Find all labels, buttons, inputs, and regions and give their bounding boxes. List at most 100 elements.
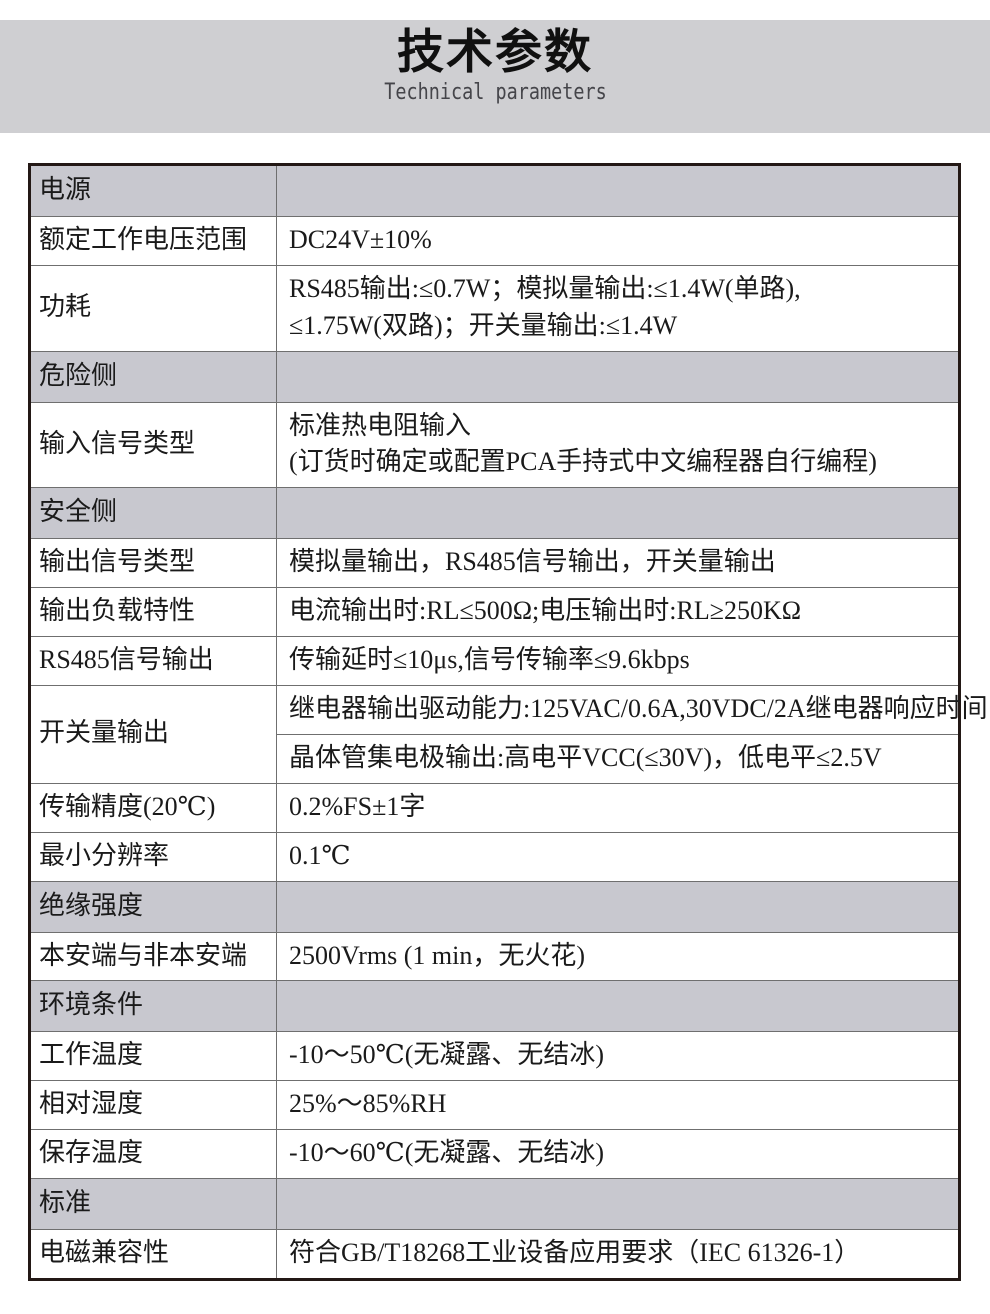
spec-value: 电流输出时:RL≤500Ω;电压输出时:RL≥250KΩ (277, 588, 958, 636)
section-header-spacer-cell (276, 980, 960, 1033)
specification-table-container: 电源 额定工作电压范围 DC24V±10% 功耗 RS485输出:≤0.7W；模拟量输… (28, 163, 990, 1281)
spec-label-line: 开关量输出 (39, 718, 170, 748)
table-row: 工作温度 -10～50℃(无凝露、无结冰) (29, 1031, 960, 1082)
spec-value-cell: 0.1℃ (276, 831, 960, 882)
section-header-label-cell: 安全侧 (29, 487, 277, 540)
spec-value-block-line: 高电平VCC(≤30V)，低电平≤2.5V (504, 742, 882, 772)
spec-value-line: 模拟量输出，RS485信号输出，开关量输出 (289, 547, 776, 577)
spec-value-cell: 传输延时≤10μs,信号传输率≤9.6kbps (276, 636, 960, 686)
spec-label: 开关量输出 (31, 710, 276, 758)
spec-value-block-line: 继电器响应时间：＜5ms (805, 693, 990, 723)
spec-value-cell: 模拟量输出，RS485信号输出，开关量输出 (276, 538, 960, 589)
table-row: 输入信号类型 标准热电阻输入 (订货时确定或配置PCA手持式中文编程器自行编程) (29, 401, 960, 489)
page-title: 技术参数 (397, 25, 593, 80)
spec-value-cell: 继电器输出驱动能力:125VAC/0.6A,30VDC/2A继电器响应时间：＜5… (276, 684, 990, 784)
section-header-label-line: 环境条件 (39, 990, 144, 1020)
spec-label-line: RS485信号输出 (39, 645, 214, 675)
spec-label-cell: 输出信号类型 (29, 538, 277, 589)
spec-label-line: 相对湿度 (39, 1089, 144, 1119)
spec-value-cell: -10～50℃(无凝露、无结冰) (276, 1031, 960, 1082)
spec-value-line: 0.2%FS±1字 (289, 791, 426, 821)
title-banner: 技术参数 Technical parameters (0, 20, 990, 133)
spec-value-line: DC24V±10% (289, 224, 432, 254)
table-row: 开关量输出 继电器输出驱动能力:125VAC/0.6A,30VDC/2A继电器响应… (29, 684, 990, 784)
table-row: 输出负载特性 电流输出时:RL≤500Ω;电压输出时:RL≥250KΩ (29, 587, 960, 638)
spec-value: 模拟量输出，RS485信号输出，开关量输出 (277, 539, 958, 587)
section-header-row: 危险侧 (29, 350, 960, 403)
table-row: 相对湿度 25%～85%RH (29, 1080, 960, 1131)
spec-label: 本安端与非本安端 (31, 933, 276, 981)
section-header-row: 环境条件 (29, 980, 960, 1033)
spec-label: 输出信号类型 (31, 539, 276, 587)
section-header-spacer-cell (276, 350, 960, 403)
spec-value-cell: 2500Vrms (1 min，无火花) (276, 931, 960, 982)
section-header-label-cell: 绝缘强度 (29, 880, 277, 933)
spec-label: 传输精度(20℃) (31, 784, 276, 832)
spec-label-cell: 输出负载特性 (29, 587, 277, 638)
spec-value-line: 25%～85%RH (289, 1089, 447, 1119)
spec-label: 保存温度 (31, 1130, 276, 1178)
spec-value-cell: DC24V±10% (276, 215, 960, 266)
spec-value-cell: 0.2%FS±1字 (276, 782, 960, 833)
spec-value-line: 电流输出时:RL≤500Ω;电压输出时:RL≥250KΩ (289, 596, 802, 626)
spec-value-cell: 符合GB/T18268工业设备应用要求（IEC 61326-1） (276, 1228, 960, 1280)
spec-label: 最小分辨率 (31, 833, 276, 881)
spec-value-line: 符合GB/T18268工业设备应用要求（IEC 61326-1） (289, 1237, 861, 1267)
spec-value-line: -10～50℃(无凝露、无结冰) (289, 1040, 605, 1070)
spec-label-cell: 开关量输出 (29, 684, 277, 784)
section-header-label-line: 危险侧 (39, 360, 118, 390)
section-header-spacer-cell (276, 487, 960, 540)
spec-label-line: 本安端与非本安端 (39, 940, 248, 970)
section-header-row: 安全侧 (29, 487, 960, 540)
spec-value: 标准热电阻输入 (订货时确定或配置PCA手持式中文编程器自行编程) (277, 403, 958, 488)
section-header-label-line: 电源 (39, 175, 92, 204)
spec-label: RS485信号输出 (31, 637, 276, 685)
spec-label-cell: 最小分辨率 (29, 831, 277, 882)
table-row: RS485信号输出 传输延时≤10μs,信号传输率≤9.6kbps (29, 636, 960, 686)
section-header-label-cell: 电源 (29, 164, 277, 217)
spec-value-block-line: 继电器输出驱动能力:125VAC/0.6A,30VDC/2A (289, 693, 806, 723)
spec-label-line: 输出信号类型 (39, 547, 196, 577)
spec-label-cell: 工作温度 (29, 1031, 277, 1082)
spec-label-cell: 电磁兼容性 (29, 1228, 277, 1280)
spec-value: 2500Vrms (1 min，无火花) (277, 933, 958, 981)
spec-value: 25%～85%RH (277, 1081, 958, 1129)
section-header-row: 绝缘强度 (29, 880, 960, 933)
spec-label-cell: 额定工作电压范围 (29, 215, 277, 266)
section-header-label-cell: 危险侧 (29, 350, 277, 403)
spec-value-cell: -10～60℃(无凝露、无结冰) (276, 1129, 960, 1180)
spec-value: -10～50℃(无凝露、无结冰) (277, 1032, 958, 1080)
spec-value-line: -10～60℃(无凝露、无结冰) (289, 1138, 605, 1168)
table-row: 本安端与非本安端 2500Vrms (1 min，无火花) (29, 931, 960, 982)
spec-label-line: 传输精度(20℃) (39, 791, 216, 821)
table-row: 电磁兼容性 符合GB/T18268工业设备应用要求（IEC 61326-1） (29, 1228, 960, 1280)
table-row: 传输精度(20℃) 0.2%FS±1字 (29, 782, 960, 833)
spec-value: RS485输出:≤0.7W；模拟量输出:≤1.4W(单路), ≤1.75W(双路)… (277, 266, 958, 351)
section-header-row: 电源 (29, 164, 960, 217)
spec-value-line: 2500Vrms (1 min，无火花) (289, 940, 585, 970)
section-header-row: 标准 (29, 1178, 960, 1230)
spec-value-line: ≤1.75W(双路)；开关量输出:≤1.4W (289, 310, 678, 340)
spec-label: 额定工作电压范围 (31, 217, 276, 265)
specification-table-body: 电源 额定工作电压范围 DC24V±10% 功耗 RS485输出:≤0.7W；模拟量输… (29, 164, 990, 1280)
spec-label-line: 功耗 (39, 292, 92, 322)
table-row: 保存温度 -10～60℃(无凝露、无结冰) (29, 1129, 960, 1180)
specification-table: 电源 额定工作电压范围 DC24V±10% 功耗 RS485输出:≤0.7W；模拟量输… (28, 163, 990, 1281)
section-header-label-line: 安全侧 (39, 497, 118, 527)
spec-label-line: 输出负载特性 (39, 596, 196, 626)
spec-value-block: 继电器输出驱动能力:125VAC/0.6A,30VDC/2A继电器响应时间：＜5… (277, 686, 990, 735)
table-row: 最小分辨率 0.1℃ (29, 831, 960, 882)
spec-value-block-line: 晶体管集电极输出: (289, 742, 505, 772)
spec-value: 传输延时≤10μs,信号传输率≤9.6kbps (277, 637, 958, 685)
spec-label-cell: 本安端与非本安端 (29, 931, 277, 982)
spec-label: 相对湿度 (31, 1081, 276, 1129)
section-header-label: 电源 (31, 166, 276, 216)
spec-value-cell: 电流输出时:RL≤500Ω;电压输出时:RL≥250KΩ (276, 587, 960, 638)
spec-label: 功耗 (31, 284, 276, 332)
spec-label: 输出负载特性 (31, 588, 276, 636)
spec-value-line: (订货时确定或配置PCA手持式中文编程器自行编程) (289, 447, 877, 477)
spec-label-cell: 保存温度 (29, 1129, 277, 1180)
spec-value-cell: 25%～85%RH (276, 1080, 960, 1131)
spec-label-line: 最小分辨率 (39, 840, 170, 870)
section-header-label-cell: 环境条件 (29, 980, 277, 1033)
